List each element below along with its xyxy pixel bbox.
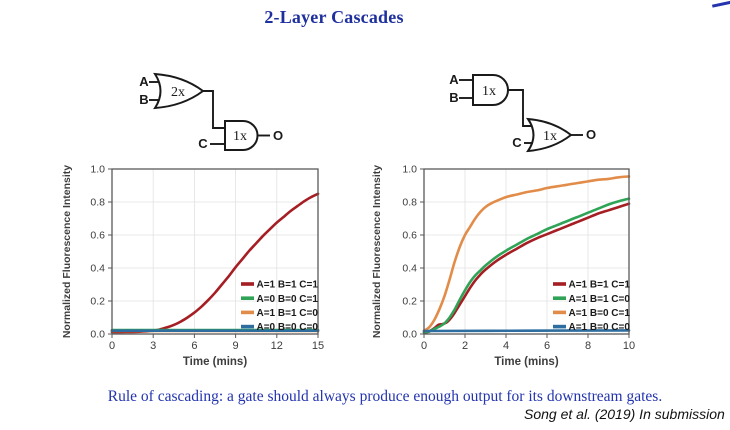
legend-item: A=1 B=1 C=1 bbox=[553, 280, 630, 291]
y-tick-label: 0.0 bbox=[402, 329, 417, 341]
input-c-label: C bbox=[198, 136, 208, 151]
and-gate-shape bbox=[224, 120, 259, 151]
legend-swatch bbox=[241, 296, 254, 300]
or-gate-shape bbox=[153, 72, 205, 110]
y-tick-label: 0.4 bbox=[402, 263, 417, 275]
right-line-chart: 0 2 4 6 8 10 0.0 0.2 0.4 0.6 0.8 1.0 Time (mins) Norm… bbox=[371, 164, 635, 369]
legend-item: A=1 B=0 C=0 bbox=[553, 322, 630, 333]
y-tick-label: 0.4 bbox=[90, 263, 105, 275]
x-axis-title: Time (mins) bbox=[494, 356, 558, 368]
x-tick-label: 15 bbox=[312, 340, 324, 352]
y-tick-label: 0.6 bbox=[402, 230, 417, 242]
series-line-3 bbox=[422, 329, 631, 333]
x-tick-label: 2 bbox=[462, 340, 468, 352]
legend-item: A=1 B=0 C=1 bbox=[553, 308, 630, 319]
legend-item: A=0 B=0 C=1 bbox=[241, 294, 318, 305]
plot-border bbox=[423, 168, 630, 335]
x-tick-label: 9 bbox=[233, 340, 239, 352]
x-tick-label: 10 bbox=[623, 340, 635, 352]
gate1-label: 1x bbox=[482, 84, 496, 99]
left-gate-diagram: A B C O 2x 1x bbox=[139, 72, 283, 151]
x-tick-label: 6 bbox=[544, 340, 550, 352]
right-gate-diagram: A B C O 1x 1x bbox=[449, 72, 596, 153]
or-gate-shape bbox=[525, 117, 573, 153]
x-tick-label: 0 bbox=[421, 340, 427, 352]
gate1-label: 2x bbox=[171, 85, 185, 100]
x-tick-label: 0 bbox=[109, 340, 115, 352]
input-a-label: A bbox=[139, 74, 149, 89]
x-tick-label: 8 bbox=[585, 340, 591, 352]
y-axis-title: Normalized Fluorescence Intensity bbox=[371, 165, 383, 338]
legend-item: A=0 B=0 C=0 bbox=[241, 322, 318, 333]
legend-label: A=1 B=0 C=0 bbox=[569, 322, 631, 333]
x-axis-title: Time (mins) bbox=[183, 356, 247, 368]
legend-swatch bbox=[553, 296, 566, 300]
output-o-label: O bbox=[586, 127, 596, 142]
legend-swatch bbox=[553, 310, 566, 315]
gate2-label: 1x bbox=[233, 129, 247, 144]
series-line-0 bbox=[110, 192, 320, 334]
citation-text: Song et al. (2019) In submission bbox=[524, 406, 725, 422]
legend-label: A=1 B=1 C=0 bbox=[257, 308, 319, 319]
output-o-label: O bbox=[273, 128, 283, 143]
legend-label: A=1 B=1 C=1 bbox=[569, 280, 631, 291]
input-b-label: B bbox=[139, 92, 148, 107]
legend-label: A=1 B=0 C=1 bbox=[569, 308, 631, 319]
y-tick-label: 0.6 bbox=[90, 230, 105, 242]
plot-border bbox=[111, 168, 319, 335]
x-tick-label: 4 bbox=[503, 340, 509, 352]
and-gate-shape bbox=[472, 74, 509, 106]
legend-item: A=1 B=1 C=0 bbox=[553, 294, 630, 305]
y-tick-label: 0.2 bbox=[90, 296, 105, 308]
legend-swatch bbox=[241, 324, 254, 329]
y-tick-label: 1.0 bbox=[402, 164, 417, 176]
legend-swatch bbox=[241, 282, 254, 286]
y-tick-label: 0.8 bbox=[402, 197, 417, 209]
gate2-label: 1x bbox=[543, 129, 557, 144]
input-c-label: C bbox=[512, 135, 522, 150]
page-title: 2-Layer Cascades bbox=[264, 7, 404, 27]
legend-label: A=1 B=1 C=0 bbox=[569, 294, 631, 305]
legend-swatch bbox=[553, 282, 566, 286]
input-a-label: A bbox=[449, 72, 459, 87]
x-tick-label: 6 bbox=[191, 340, 197, 352]
input-b-label: B bbox=[449, 90, 458, 105]
legend-item: A=1 B=1 C=0 bbox=[241, 308, 318, 319]
series-line-2 bbox=[422, 175, 631, 332]
y-axis-title: Normalized Fluorescence Intensity bbox=[61, 165, 73, 338]
legend-label: A=1 B=1 C=1 bbox=[257, 280, 319, 291]
left-line-chart: 0 3 6 9 12 15 0.0 0.2 0.4 0.6 0.8 1.0 Time (mins) Nor… bbox=[61, 164, 324, 369]
legend-item: A=1 B=1 C=1 bbox=[241, 280, 318, 291]
y-tick-label: 1.0 bbox=[90, 164, 105, 176]
legend-label: A=0 B=0 C=0 bbox=[257, 322, 319, 333]
series-line-1 bbox=[422, 197, 631, 334]
legend-label: A=0 B=0 C=1 bbox=[257, 294, 319, 305]
corner-decoration bbox=[711, 0, 730, 8]
rule-of-cascading-text: Rule of cascading: a gate should always … bbox=[107, 388, 663, 405]
y-tick-label: 0.0 bbox=[90, 329, 105, 341]
legend-swatch bbox=[553, 324, 566, 329]
y-tick-label: 0.8 bbox=[90, 197, 105, 209]
y-tick-label: 0.2 bbox=[402, 296, 417, 308]
legend-swatch bbox=[241, 310, 254, 315]
x-tick-label: 3 bbox=[150, 340, 156, 352]
x-tick-label: 12 bbox=[271, 340, 283, 352]
